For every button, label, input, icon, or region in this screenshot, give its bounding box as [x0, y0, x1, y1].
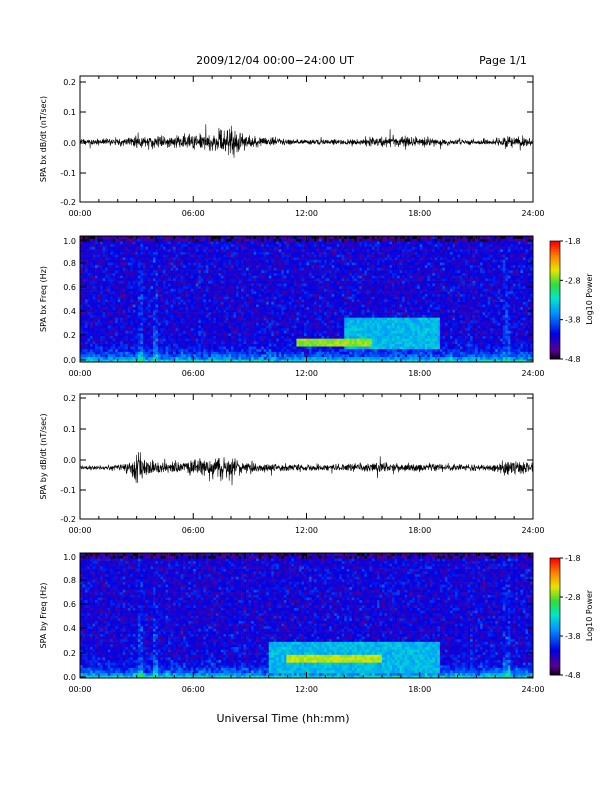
y-axis-label: SPA by Freq (Hz): [39, 583, 48, 649]
y-tick-label: 0.8: [63, 576, 76, 585]
y-tick-label: 1.0: [63, 553, 76, 562]
spectrogram-cells: [80, 553, 533, 678]
y-tick-label: 0.2: [63, 78, 76, 87]
y-tick-label: 0.0: [63, 139, 76, 148]
y-axis-label: SPA bx Freq (Hz): [39, 266, 48, 332]
waveform-series: [80, 124, 533, 158]
x-tick-label: 18:00: [408, 526, 431, 535]
y-axis-label: SPA bx dB/dt (nT/sec): [39, 96, 48, 182]
x-tick-label: 18:00: [408, 209, 431, 218]
y-tick-label: -0.2: [60, 515, 76, 524]
panel-3: 00:00 06:00 12:00 18:00 24:00 0.2 0.1 0.0 -0.1 -0…: [39, 394, 545, 535]
colorbar-tick-label: -4.8: [565, 355, 581, 364]
x-tick-label: 06:00: [182, 526, 205, 535]
y-tick-label: 0.1: [63, 425, 76, 434]
y-tick-label: 0.6: [63, 283, 76, 292]
colorbar: -1.8 -2.8 -3.8 -4.8 Log10 Power: [550, 237, 594, 364]
y-tick-label: 0.2: [63, 394, 76, 403]
x-axis-title: Universal Time (hh:mm): [217, 712, 350, 725]
colorbar-tick-label: -1.8: [565, 554, 581, 563]
x-tick-label: 24:00: [521, 526, 544, 535]
y-tick-label: 0.0: [63, 456, 76, 465]
panel-1: 00:00 06:00 12:00 18:00 24:00 0.2 0.1 0.0 -0.1 -0…: [39, 76, 545, 218]
y-tick-label: 0.0: [63, 673, 76, 682]
colorbar: -1.8 -2.8 -3.8 -4.8 Log10 Power: [550, 554, 594, 680]
x-tick-label: 18:00: [408, 685, 431, 694]
colorbar-label: Log10 Power: [585, 273, 594, 325]
x-tick-label: 00:00: [68, 526, 91, 535]
colorbar-tick-label: -4.8: [565, 671, 581, 680]
x-tick-label: 00:00: [68, 685, 91, 694]
y-tick-label: 0.8: [63, 259, 76, 268]
colorbar-tick-label: -2.8: [565, 276, 581, 285]
x-tick-label: 12:00: [295, 526, 318, 535]
colorbar-tick-label: -1.8: [565, 237, 581, 246]
x-tick-label: 18:00: [408, 369, 431, 378]
x-tick-label: 12:00: [295, 369, 318, 378]
y-tick-label: -0.2: [60, 198, 76, 207]
y-tick-label: -0.1: [60, 169, 76, 178]
y-tick-label: 0.4: [63, 624, 76, 633]
x-tick-label: 00:00: [68, 369, 91, 378]
x-tick-label: 24:00: [521, 209, 544, 218]
waveform-series: [80, 452, 533, 485]
y-tick-label: 1.0: [63, 237, 76, 246]
x-tick-label: 24:00: [521, 685, 544, 694]
y-tick-label: 0.1: [63, 108, 76, 117]
x-tick-label: 24:00: [521, 369, 544, 378]
plot-frame: [80, 394, 533, 519]
colorbar-tick-label: -3.8: [565, 316, 581, 325]
panel-2: -1.8 -2.8 -3.8 -4.8 Log10 Power 00:00 06:00 12:…: [39, 236, 594, 378]
x-tick-label: 06:00: [182, 209, 205, 218]
x-tick-label: 00:00: [68, 209, 91, 218]
y-tick-label: 0.6: [63, 600, 76, 609]
x-tick-label: 12:00: [295, 685, 318, 694]
y-tick-label: 0.2: [63, 649, 76, 658]
x-tick-label: 12:00: [295, 209, 318, 218]
colorbar-label: Log10 Power: [585, 589, 594, 641]
spectrogram-cells: [80, 236, 533, 362]
colorbar-tick-label: -3.8: [565, 632, 581, 641]
y-tick-label: -0.1: [60, 486, 76, 495]
colorbar-tick-label: -2.8: [565, 593, 581, 602]
y-tick-label: 0.4: [63, 307, 76, 316]
x-tick-label: 06:00: [182, 369, 205, 378]
y-tick-label: 0.2: [63, 331, 76, 340]
y-tick-label: 0.0: [63, 356, 76, 365]
y-axis-label: SPA by dB/dt (nT/sec): [39, 413, 48, 499]
panel-4: -1.8 -2.8 -3.8 -4.8 Log10 Power 00:00 06:00 12:…: [39, 553, 594, 694]
page-indicator: Page 1/1: [479, 54, 527, 67]
x-tick-label: 06:00: [182, 685, 205, 694]
panels: 00:00 06:00 12:00 18:00 24:00 0.2 0.1 0.0 -0.1 -0…: [39, 76, 594, 694]
figure-title: 2009/12/04 00:00−24:00 UT: [196, 54, 354, 67]
